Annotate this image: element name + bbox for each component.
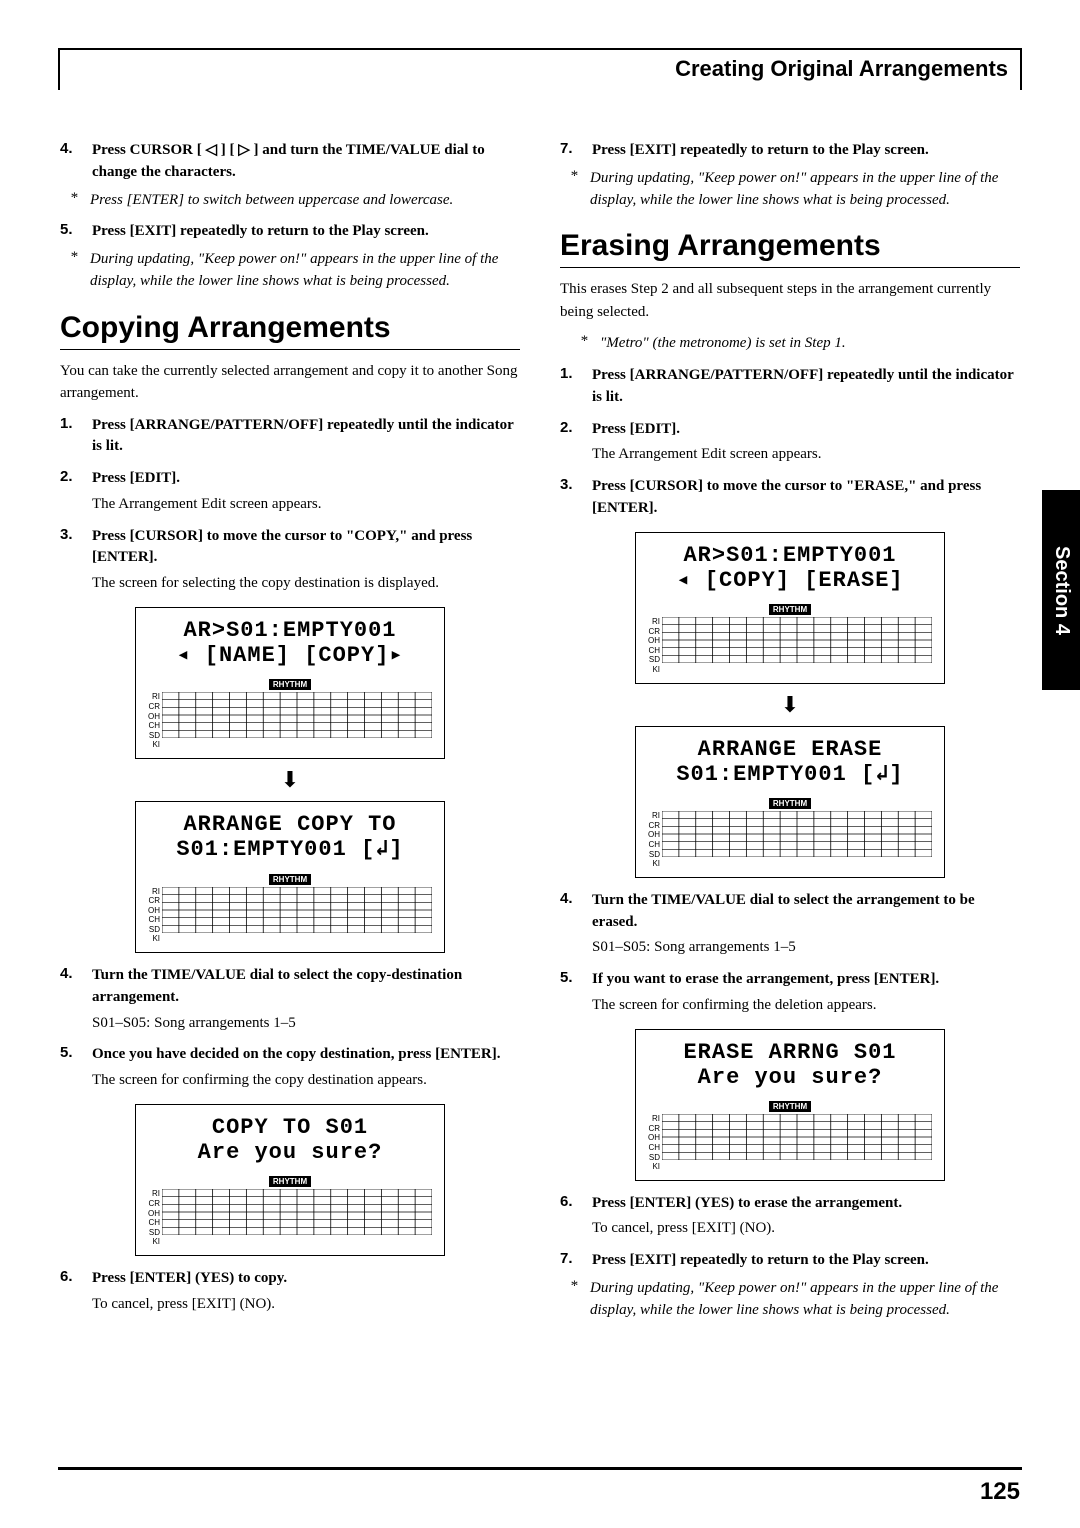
step-number: 3. <box>60 526 82 570</box>
section-side-tab-text: Section 4 <box>1050 546 1073 635</box>
step-number: 5. <box>60 221 82 243</box>
step-text: Press [CURSOR] to move the cursor to "ER… <box>592 476 1020 520</box>
left-column: 4. Press CURSOR [ ◁ ] [ ▷ ] and turn the… <box>60 130 520 1327</box>
note-asterisk: * <box>570 1278 582 1322</box>
step-number: 1. <box>60 415 82 459</box>
intro-text: You can take the currently selected arra… <box>60 360 520 405</box>
step-text: Press [EXIT] repeatedly to return to the… <box>592 140 929 162</box>
step-subtext: S01–S05: Song arrangements 1–5 <box>592 937 1020 959</box>
rhythm-grid: RHYTHMRICROHCHSDKI <box>648 793 932 869</box>
lcd-screen: AR>S01:EMPTY001 ◂ [NAME] [COPY]▸ RHYTHMR… <box>135 607 445 759</box>
step-number: 4. <box>60 140 82 184</box>
step-subtext: The screen for confirming the copy desti… <box>92 1070 520 1092</box>
intro-text: This erases Step 2 and all subsequent st… <box>560 278 1020 323</box>
rhythm-grid: RHYTHMRICROHCHSDKI <box>648 599 932 675</box>
right-column: 7. Press [EXIT] repeatedly to return to … <box>560 130 1020 1327</box>
lcd-line: Are you sure? <box>648 1065 932 1090</box>
content-columns: 4. Press CURSOR [ ◁ ] [ ▷ ] and turn the… <box>60 130 1020 1327</box>
note-text: During updating, "Keep power on!" appear… <box>590 1278 1020 1322</box>
step-number: 4. <box>560 890 582 934</box>
step-text: Press [ARRANGE/PATTERN/OFF] repeatedly u… <box>92 415 520 459</box>
step-number: 1. <box>560 365 582 409</box>
step-subtext: The screen for confirming the deletion a… <box>592 995 1020 1017</box>
lcd-screen: COPY TO S01 Are you sure? RHYTHMRICROHCH… <box>135 1104 445 1256</box>
step-text: Press [ENTER] (YES) to copy. <box>92 1268 287 1290</box>
step-text: Press [ARRANGE/PATTERN/OFF] repeatedly u… <box>592 365 1020 409</box>
step-number: 7. <box>560 1250 582 1272</box>
step-number: 7. <box>560 140 582 162</box>
section-heading-erasing: Erasing Arrangements <box>560 229 1020 268</box>
lcd-line: ERASE ARRNG S01 <box>648 1040 932 1065</box>
lcd-line: AR>S01:EMPTY001 <box>648 543 932 568</box>
step-text: Press [EDIT]. <box>92 468 180 490</box>
lcd-line: AR>S01:EMPTY001 <box>148 618 432 643</box>
section-side-tab: Section 4 <box>1042 490 1080 690</box>
step-number: 2. <box>60 468 82 490</box>
step-number: 2. <box>560 419 582 441</box>
step-subtext: The Arrangement Edit screen appears. <box>592 444 1020 466</box>
lcd-line: ARRANGE ERASE <box>648 737 932 762</box>
step-number: 6. <box>60 1268 82 1290</box>
lcd-line: COPY TO S01 <box>148 1115 432 1140</box>
step-text: Press [EXIT] repeatedly to return to the… <box>92 221 429 243</box>
step-subtext: The screen for selecting the copy destin… <box>92 573 520 595</box>
arrow-down-icon: ⬇ <box>560 692 1020 718</box>
step-number: 6. <box>560 1193 582 1215</box>
step-text: Press [CURSOR] to move the cursor to "CO… <box>92 526 520 570</box>
note-text: Press [ENTER] to switch between uppercas… <box>90 190 453 212</box>
step-number: 4. <box>60 965 82 1009</box>
footer-rule <box>58 1467 1022 1470</box>
step-text: Press [EXIT] repeatedly to return to the… <box>592 1250 929 1272</box>
note-asterisk: * <box>570 168 582 212</box>
lcd-screen: AR>S01:EMPTY001 ◂ [COPY] [ERASE] RHYTHMR… <box>635 532 945 684</box>
rhythm-grid: RHYTHMRICROHCHSDKI <box>148 869 432 945</box>
arrow-down-icon: ⬇ <box>60 767 520 793</box>
note-text: During updating, "Keep power on!" appear… <box>90 249 520 293</box>
step-subtext: S01–S05: Song arrangements 1–5 <box>92 1013 520 1035</box>
step-subtext: The Arrangement Edit screen appears. <box>92 494 520 516</box>
page-header-title: Creating Original Arrangements <box>675 56 1008 82</box>
step-text: Turn the TIME/VALUE dial to select the c… <box>92 965 520 1009</box>
rhythm-grid: RHYTHMRICROHCHSDKI <box>148 1171 432 1247</box>
lcd-screen: ARRANGE ERASE S01:EMPTY001 [↲] RHYTHMRIC… <box>635 726 945 878</box>
step-number: 5. <box>60 1044 82 1066</box>
step-text: Once you have decided on the copy destin… <box>92 1044 501 1066</box>
lcd-line: Are you sure? <box>148 1140 432 1165</box>
step-subtext: To cancel, press [EXIT] (NO). <box>92 1294 520 1316</box>
step-number: 5. <box>560 969 582 991</box>
note-asterisk: * <box>70 190 82 212</box>
note-asterisk: * <box>580 333 592 355</box>
rhythm-grid: RHYTHMRICROHCHSDKI <box>648 1096 932 1172</box>
step-number: 3. <box>560 476 582 520</box>
step-text: Press CURSOR [ ◁ ] [ ▷ ] and turn the TI… <box>92 140 520 184</box>
step-text: Turn the TIME/VALUE dial to select the a… <box>592 890 1020 934</box>
lcd-line: ◂ [NAME] [COPY]▸ <box>148 643 432 668</box>
rhythm-grid: RHYTHMRICROHCHSDKI <box>148 674 432 750</box>
lcd-screen: ERASE ARRNG S01 Are you sure? RHYTHMRICR… <box>635 1029 945 1181</box>
step-text: Press [EDIT]. <box>592 419 680 441</box>
lcd-line: ◂ [COPY] [ERASE] <box>648 568 932 593</box>
lcd-line: S01:EMPTY001 [↲] <box>648 762 932 787</box>
page-number: 125 <box>980 1478 1020 1506</box>
note-asterisk: * <box>70 249 82 293</box>
lcd-line: S01:EMPTY001 [↲] <box>148 837 432 862</box>
note-text: During updating, "Keep power on!" appear… <box>590 168 1020 212</box>
section-heading-copying: Copying Arrangements <box>60 311 520 350</box>
step-text: If you want to erase the arrangement, pr… <box>592 969 939 991</box>
lcd-screen: ARRANGE COPY TO S01:EMPTY001 [↲] RHYTHMR… <box>135 801 445 953</box>
step-subtext: To cancel, press [EXIT] (NO). <box>592 1218 1020 1240</box>
step-text: Press [ENTER] (YES) to erase the arrange… <box>592 1193 902 1215</box>
lcd-line: ARRANGE COPY TO <box>148 812 432 837</box>
note-text: "Metro" (the metronome) is set in Step 1… <box>600 333 846 355</box>
